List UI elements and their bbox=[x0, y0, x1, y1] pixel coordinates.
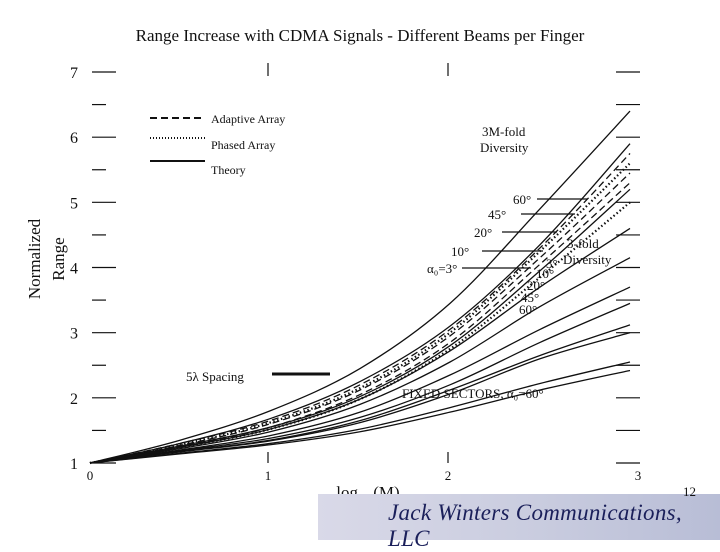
annotation-alpha-3: α₀=3° bbox=[427, 261, 457, 276]
annotation-beam-20-upper: 20° bbox=[474, 225, 492, 240]
series-line-1 bbox=[89, 110, 631, 464]
chart-title: Range Increase with CDMA Signals - Diffe… bbox=[136, 26, 585, 45]
company-logo-banner: Jack Winters Communications, LLC bbox=[318, 494, 720, 551]
slide-number: 12 bbox=[683, 484, 696, 499]
x-tick-label: 2 bbox=[445, 468, 452, 483]
y-tick-label: 6 bbox=[70, 130, 78, 147]
legend-label-theory: Theory bbox=[211, 163, 246, 177]
series-line-8 bbox=[89, 201, 631, 465]
legend-label-phased-array: Phased Array bbox=[211, 138, 275, 152]
annotation-beam-60-lower: 60° bbox=[519, 302, 537, 317]
tick-marks bbox=[92, 63, 640, 464]
x-tick-label: 3 bbox=[635, 468, 642, 483]
y-axis-label-line-2: Range bbox=[49, 237, 68, 280]
annotation-fixed-sectors: FIXED SECTORS, α₀=60° bbox=[402, 386, 544, 401]
annotation-beam-45-upper: 45° bbox=[488, 207, 506, 222]
legend-label-adaptive-array: Adaptive Array bbox=[211, 112, 285, 126]
legend: Adaptive Array Phased Array Theory bbox=[150, 112, 285, 177]
series-line-5 bbox=[89, 172, 631, 464]
series-line-2 bbox=[89, 143, 631, 464]
annotation-5-lambda-spacing: 5λ Spacing bbox=[186, 369, 244, 384]
annotation-beam-10-upper: 10° bbox=[451, 244, 469, 259]
series-lines bbox=[89, 110, 631, 465]
x-tick-label: 1 bbox=[265, 468, 272, 483]
annotation-beam-10-lower: 10° bbox=[536, 266, 554, 281]
series-line-10 bbox=[89, 257, 631, 464]
y-axis-label: Normalized Range bbox=[25, 218, 68, 299]
series-line-12 bbox=[89, 302, 631, 464]
annotation-beam-20-lower: 20° bbox=[527, 278, 545, 293]
annotations: 3M-fold Diversity 60° 45° 20° 10° α₀=3° … bbox=[186, 124, 612, 401]
y-tick-label: 2 bbox=[70, 391, 78, 408]
annotation-3m-diversity: Diversity bbox=[480, 140, 529, 155]
annotation-beam-45-lower: 45° bbox=[521, 290, 539, 305]
annotation-3m-fold: 3M-fold bbox=[482, 124, 526, 139]
y-axis-label-line-1: Normalized bbox=[25, 218, 44, 299]
annotation-beam-3-lower: 3° bbox=[546, 256, 558, 271]
series-line-3 bbox=[89, 153, 631, 464]
y-tick-label: 4 bbox=[70, 261, 78, 278]
y-tick-label: 3 bbox=[70, 326, 78, 343]
y-tick-label: 7 bbox=[70, 65, 78, 82]
x-tick-label: 0 bbox=[87, 468, 94, 483]
y-tick-label: 5 bbox=[70, 195, 78, 212]
annotation-3-fold: 3-fold bbox=[567, 236, 599, 251]
series-line-9 bbox=[89, 227, 631, 464]
annotation-3-diversity: Diversity bbox=[563, 252, 612, 267]
series-line-16 bbox=[89, 369, 631, 464]
series-line-14 bbox=[89, 332, 631, 464]
series-line-11 bbox=[89, 286, 631, 464]
y-tick-label: 1 bbox=[70, 456, 78, 473]
range-increase-chart: Range Increase with CDMA Signals - Diffe… bbox=[25, 26, 641, 505]
company-logo-text: Jack Winters Communications, LLC bbox=[388, 500, 682, 551]
annotation-beam-60-upper: 60° bbox=[513, 192, 531, 207]
